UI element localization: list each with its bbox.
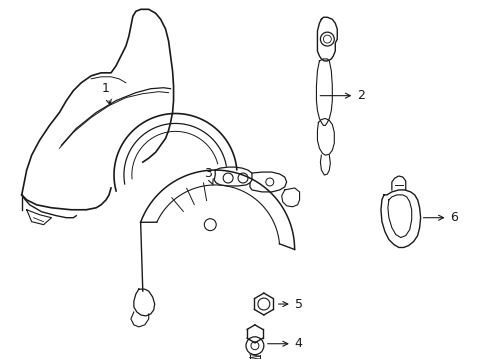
Text: 5: 5 bbox=[278, 297, 302, 311]
Text: 1: 1 bbox=[102, 82, 111, 105]
Text: 6: 6 bbox=[423, 211, 457, 224]
Text: 3: 3 bbox=[204, 167, 213, 185]
Text: 4: 4 bbox=[267, 337, 302, 350]
Text: 2: 2 bbox=[320, 89, 364, 102]
